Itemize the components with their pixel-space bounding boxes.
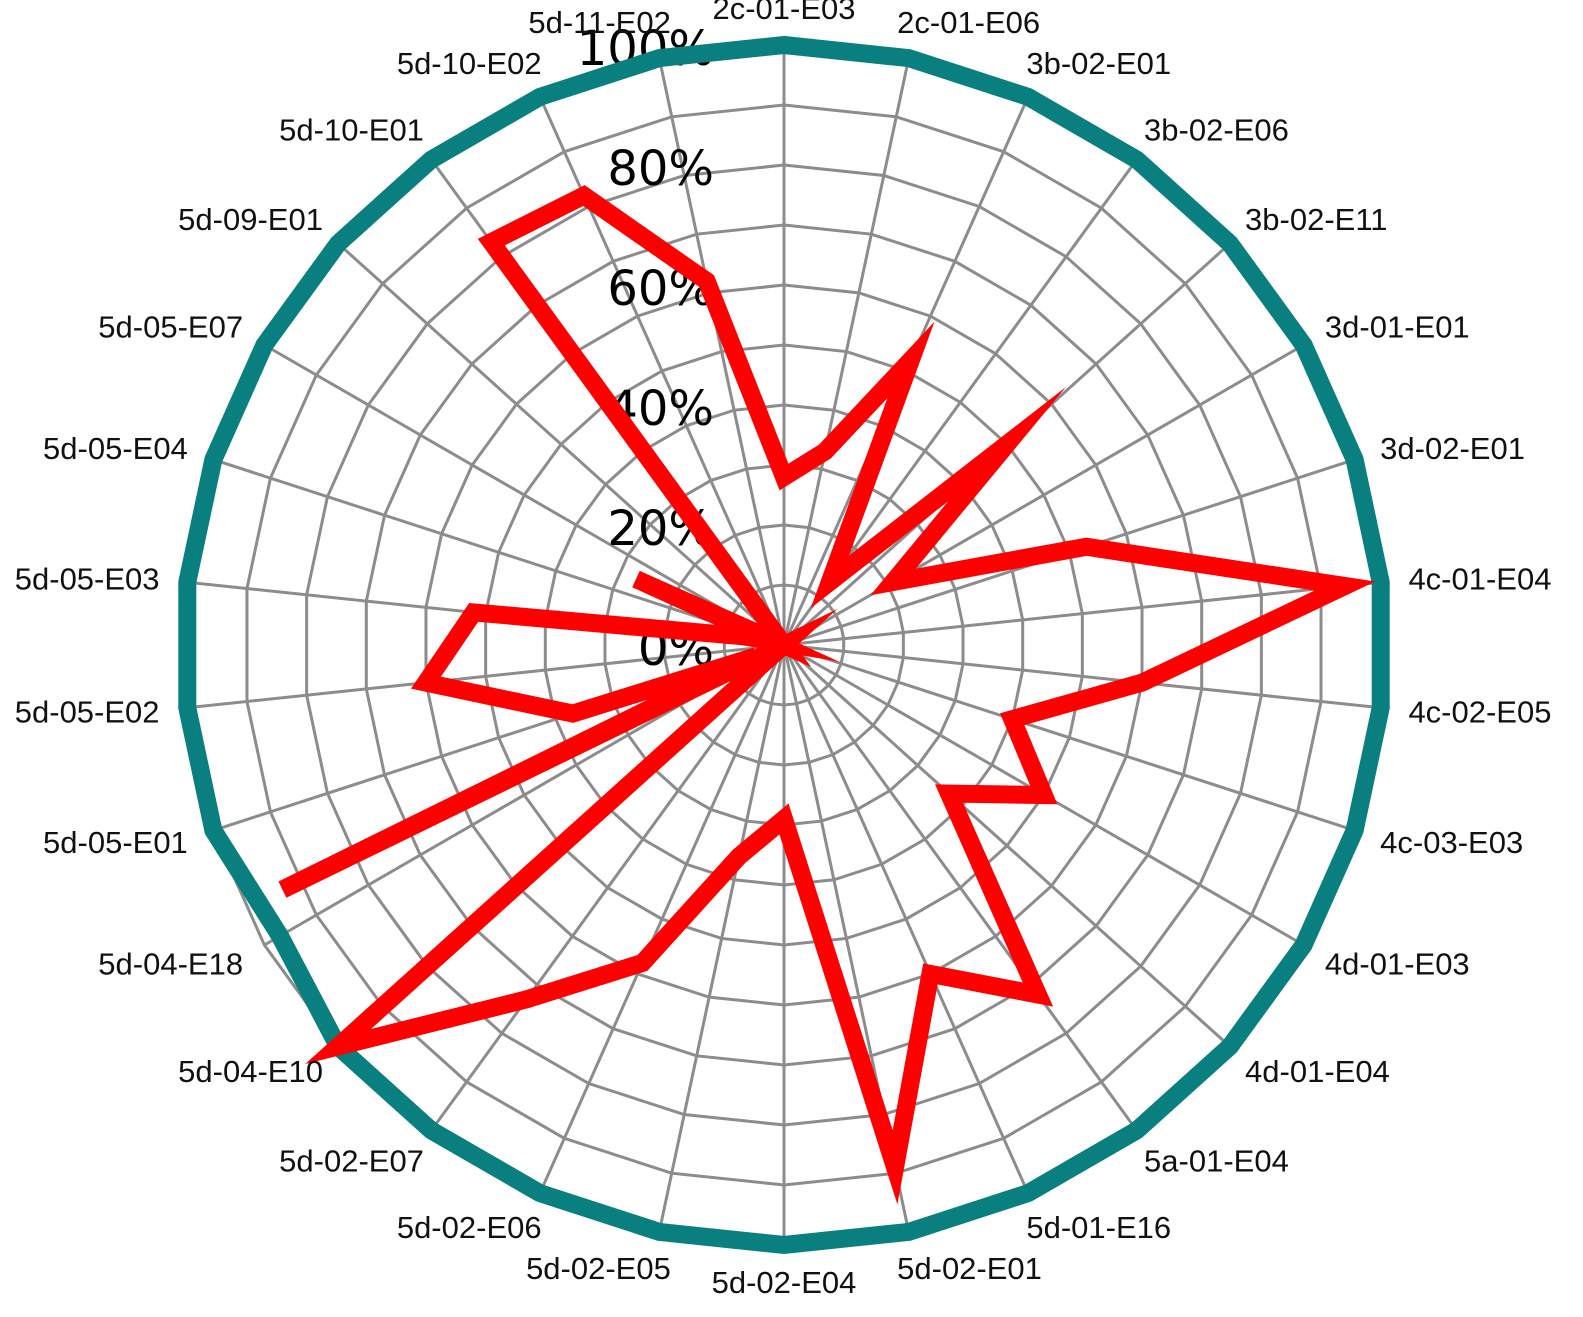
grid-spoke <box>782 643 1231 1048</box>
grid-spoke <box>657 644 786 1233</box>
grid-spoke <box>263 343 785 647</box>
category-label: 4c-03-E03 <box>1380 825 1523 860</box>
grid-spoke <box>783 343 1305 647</box>
category-label: 5d-10-E02 <box>397 46 542 81</box>
grid-spoke <box>430 644 786 1132</box>
category-label: 5d-02-E05 <box>526 1251 671 1286</box>
category-labels: 2c-01-E03 2c-01-E06 3b-02-E01 3b-02-E06 3b-0… <box>15 0 1552 1300</box>
category-label: 5d-02-E01 <box>897 1251 1042 1286</box>
category-label: 5d-04-E18 <box>98 947 243 982</box>
grid-spoke <box>782 644 1138 1132</box>
grid-spoke <box>782 644 1030 1194</box>
category-label: 2c-01-E03 <box>712 0 855 26</box>
category-label: 4c-02-E05 <box>1408 695 1551 730</box>
category-label: 5d-02-E06 <box>397 1210 542 1245</box>
category-label: 4d-01-E03 <box>1325 947 1470 982</box>
category-label: 3b-02-E01 <box>1026 46 1171 81</box>
category-label: 3b-02-E11 <box>1245 202 1387 237</box>
category-label: 5d-05-E02 <box>15 695 160 730</box>
category-label: 5d-05-E03 <box>15 561 160 596</box>
grid-spoke <box>337 242 786 647</box>
category-label: 5d-01-E16 <box>1026 1210 1171 1245</box>
category-label: 4c-01-E04 <box>1408 561 1551 596</box>
grid-spoke <box>657 57 786 646</box>
grid-spoke <box>187 643 785 710</box>
category-label: 5d-05-E01 <box>43 825 188 860</box>
grid-spoke <box>783 643 1356 832</box>
grid-spoke <box>783 643 1381 710</box>
tick-label: 80% <box>607 141 714 197</box>
category-label: 5d-11-E02 <box>528 5 670 40</box>
grid-spoke <box>538 644 786 1194</box>
category-label: 3b-02-E06 <box>1144 113 1289 148</box>
category-label: 5d-05-E04 <box>43 431 188 466</box>
category-label: 5a-01-E04 <box>1144 1143 1289 1178</box>
category-label: 5d-04-E10 <box>178 1054 323 1089</box>
category-label: 2c-01-E06 <box>897 5 1040 40</box>
series-outer-line <box>178 35 1390 1255</box>
category-label: 5d-02-E07 <box>279 1143 424 1178</box>
category-label: 5d-09-E01 <box>178 202 323 237</box>
category-label: 5d-02-E04 <box>712 1265 857 1300</box>
grid-spoke <box>783 580 1381 647</box>
category-label: 3d-02-E01 <box>1380 431 1525 466</box>
category-label: 5d-05-E07 <box>98 310 243 345</box>
category-label: 3d-01-E01 <box>1325 310 1470 345</box>
series-inner-line <box>278 185 1376 1205</box>
grid-spoke <box>782 57 911 646</box>
grid-spoke <box>212 458 785 647</box>
series-layer <box>178 35 1390 1255</box>
category-label: 5d-10-E01 <box>279 113 424 148</box>
category-label: 4d-01-E04 <box>1245 1054 1390 1089</box>
